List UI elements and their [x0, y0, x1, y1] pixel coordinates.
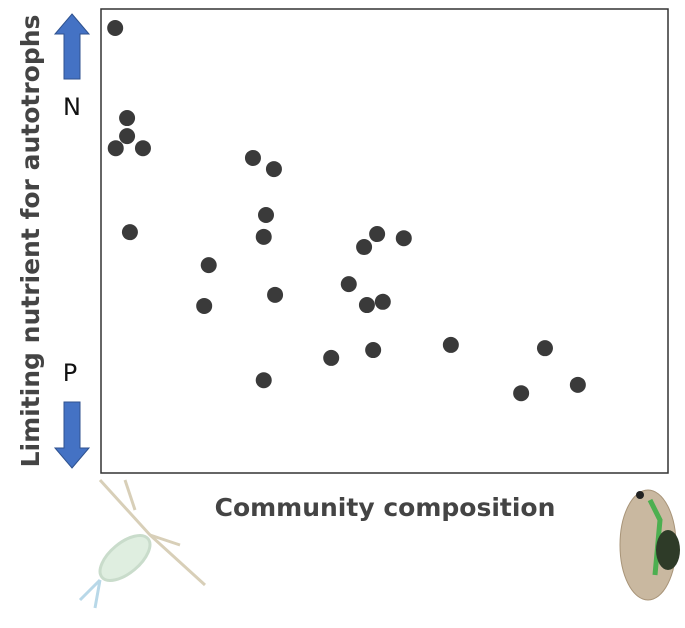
point: [255, 372, 272, 389]
point: [365, 342, 382, 359]
point: [119, 110, 136, 127]
point: [255, 228, 272, 245]
point: [323, 349, 340, 366]
point: [340, 276, 357, 293]
daphnia-icon: [619, 489, 680, 601]
copepod-icon: [78, 478, 207, 609]
down-arrow: [53, 401, 91, 469]
point: [267, 286, 284, 303]
point: [369, 226, 386, 243]
point: [134, 140, 151, 157]
point: [107, 20, 124, 37]
point: [121, 224, 138, 241]
plot-frame: [100, 8, 669, 474]
point: [442, 336, 459, 353]
annotation: N: [63, 93, 81, 121]
point: [569, 376, 586, 393]
point: [107, 140, 124, 157]
point: [395, 230, 412, 247]
up-arrow: [53, 13, 91, 80]
point: [200, 257, 217, 274]
annotation: P: [63, 359, 77, 387]
point: [244, 149, 261, 166]
x-axis-label: Community composition: [215, 493, 556, 522]
point: [257, 207, 274, 224]
point: [265, 161, 282, 178]
point: [358, 297, 375, 314]
point: [356, 239, 373, 256]
point: [119, 128, 136, 145]
point: [374, 293, 391, 310]
point: [536, 340, 553, 357]
point: [513, 385, 530, 402]
y-axis-label: Limiting nutrient for autotrophs: [16, 15, 45, 468]
point: [196, 297, 213, 314]
